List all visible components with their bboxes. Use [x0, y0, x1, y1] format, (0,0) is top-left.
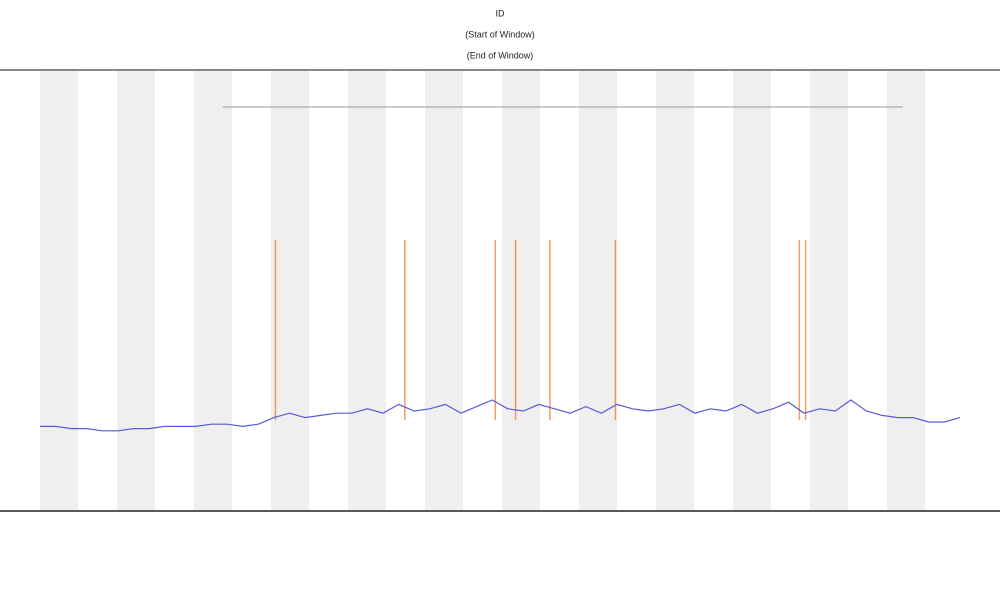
band [733, 70, 771, 510]
band [656, 70, 694, 510]
band [502, 70, 540, 510]
bands [40, 70, 925, 510]
band [887, 70, 925, 510]
band [194, 70, 232, 510]
chart-title: ID [496, 8, 506, 18]
band [40, 70, 78, 510]
band [425, 70, 463, 510]
series-line [40, 399, 961, 432]
band [271, 70, 309, 510]
band [810, 70, 848, 510]
band [117, 70, 155, 510]
subtitle: (Start of Window) [465, 29, 535, 39]
band [579, 70, 617, 510]
band [348, 70, 386, 510]
subtitle: (End of Window) [467, 50, 534, 60]
